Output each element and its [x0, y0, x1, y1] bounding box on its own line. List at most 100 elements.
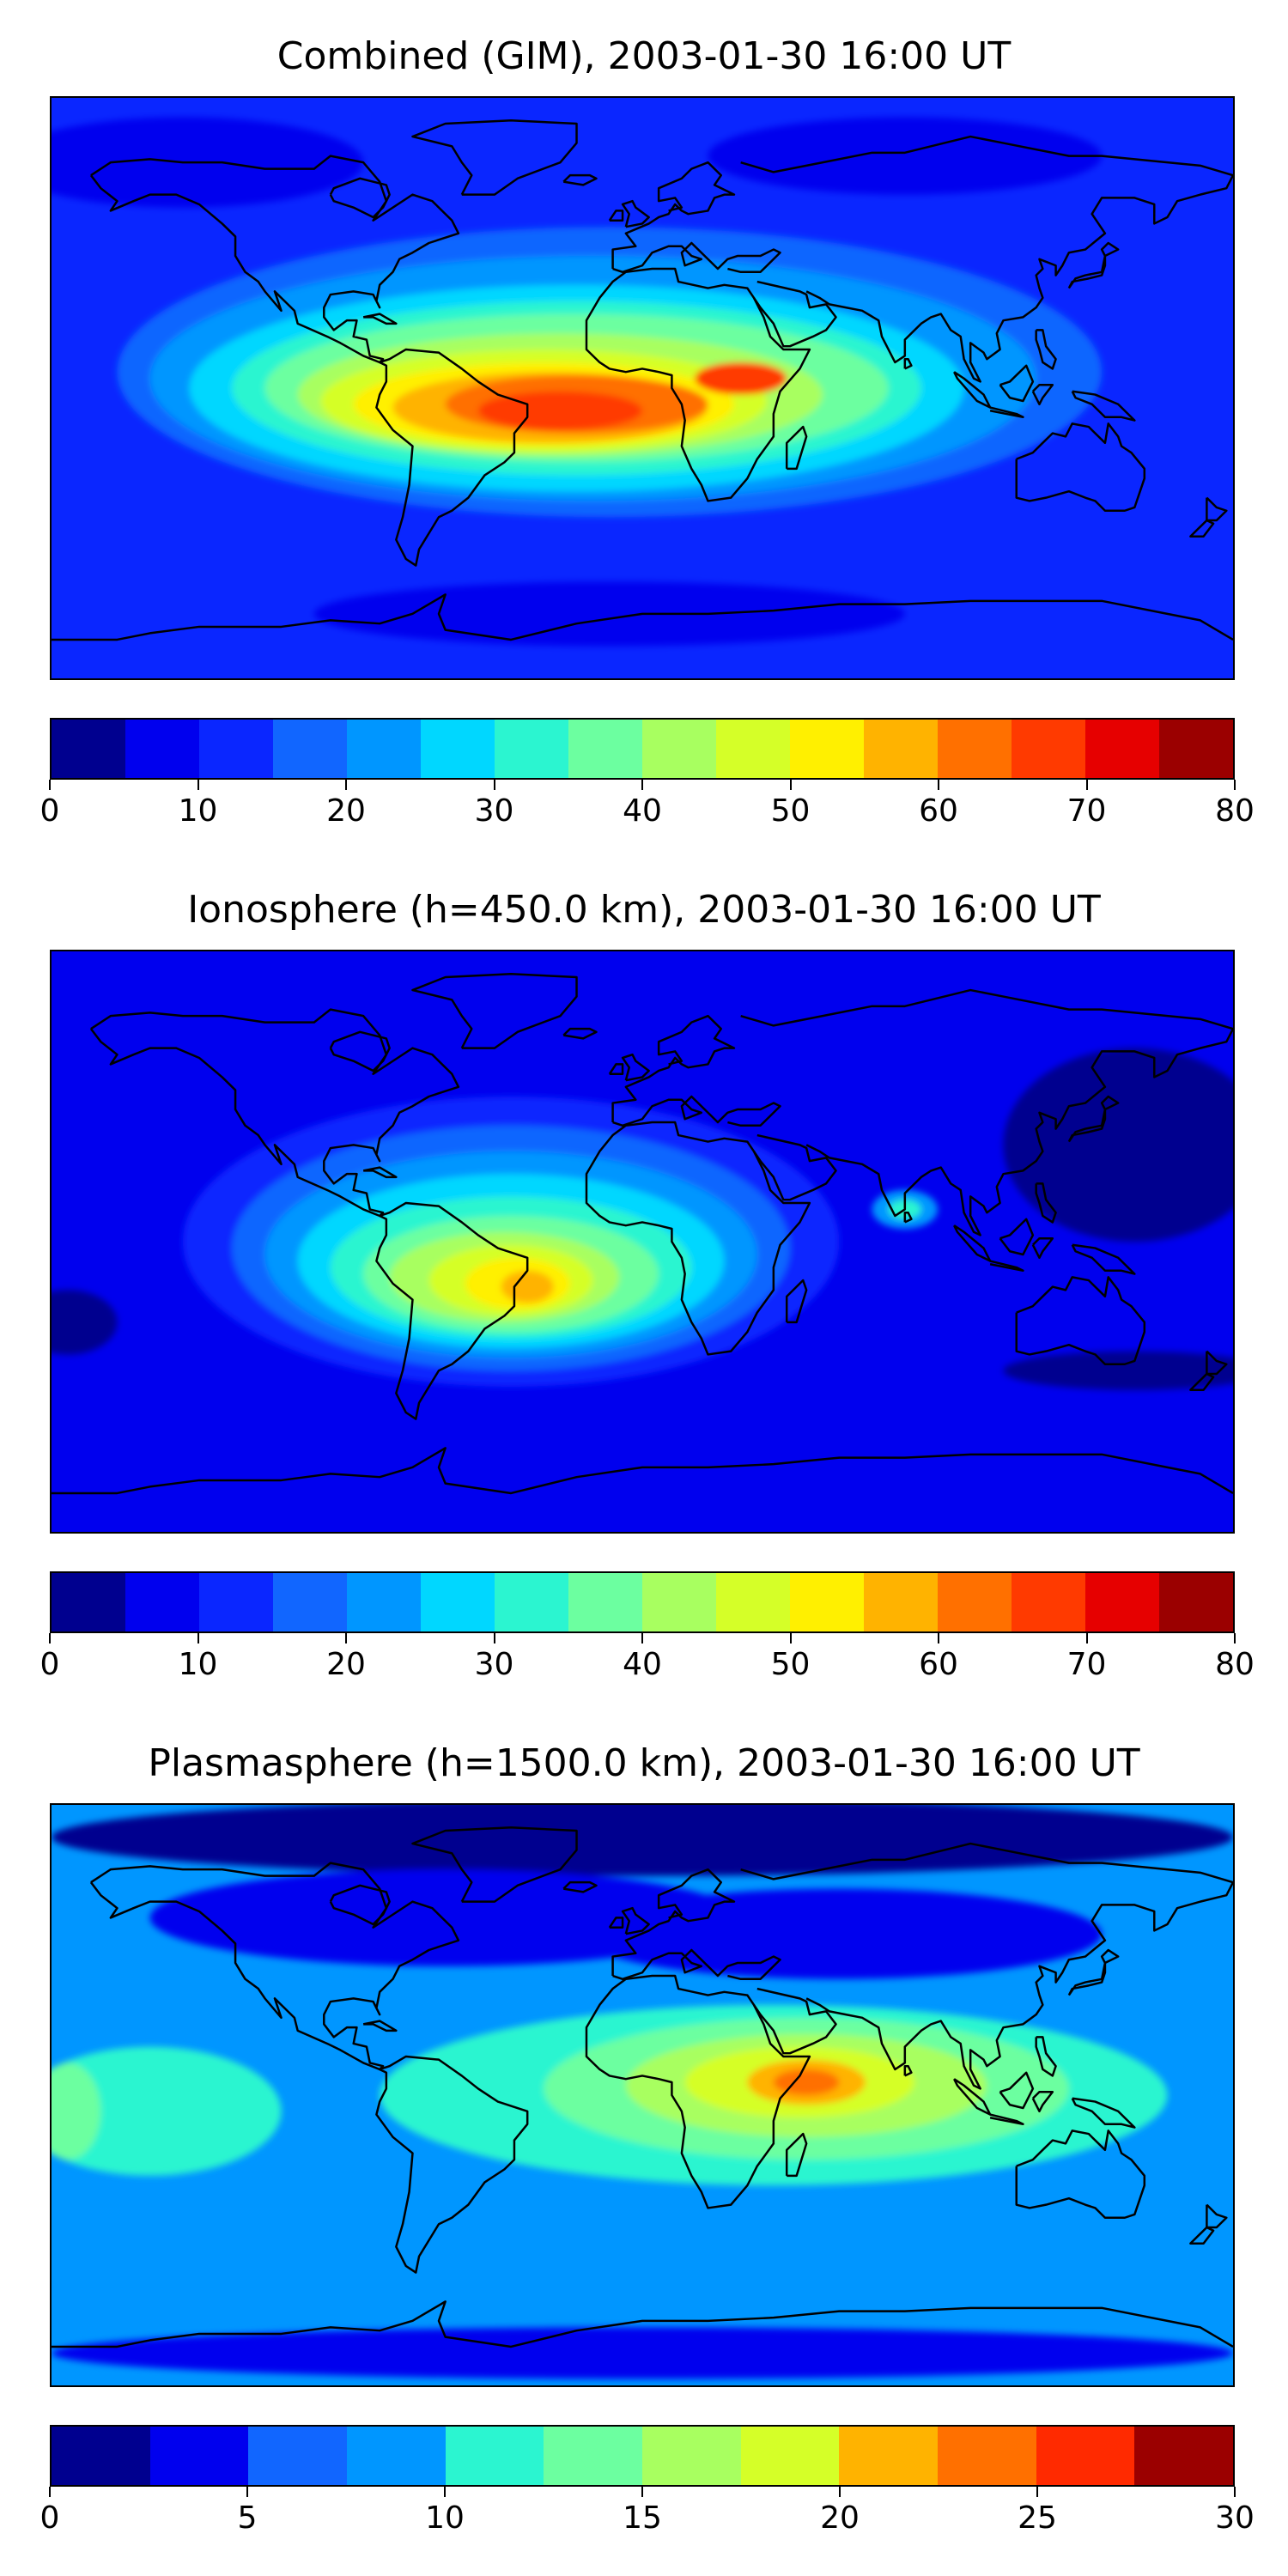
coastline — [989, 1260, 1024, 1273]
coastline — [1035, 1182, 1057, 1224]
contour-region — [52, 2327, 1233, 2379]
colorbar-segment — [938, 1573, 1012, 1631]
colorbar-segment — [544, 2427, 643, 2485]
coastline — [785, 2132, 808, 2178]
colorbar-tick — [1234, 780, 1236, 790]
colorbar-tick — [938, 1633, 939, 1643]
colorbar-tick-label: 0 — [39, 1647, 60, 1682]
colorbar-tick — [345, 1633, 347, 1643]
colorbar-segment — [149, 2427, 249, 2485]
colorbar-tick-label: 20 — [326, 793, 366, 829]
colorbar-tick — [839, 2487, 841, 2497]
coastline — [89, 155, 460, 364]
coastline — [411, 119, 578, 196]
colorbar-tick-label: 60 — [919, 793, 958, 829]
colorbar-tick-label: 30 — [474, 793, 514, 829]
contour-region — [695, 361, 787, 395]
coastline — [608, 1063, 624, 1075]
coastline — [1067, 1948, 1120, 1996]
coastline — [1031, 383, 1054, 406]
coastlines — [52, 973, 1233, 1495]
colorbar-tick — [789, 780, 792, 790]
colorbar-tick — [938, 780, 939, 790]
colorbar-tick-label: 20 — [820, 2500, 860, 2536]
colorbar-tick-label: 0 — [39, 793, 60, 829]
coastline — [562, 1880, 598, 1893]
coastline — [562, 1027, 598, 1040]
colorbar-segment — [790, 720, 864, 778]
colorbar-tick-label: 10 — [425, 2500, 465, 2536]
colorbar-segment — [52, 2427, 150, 2485]
coastline — [362, 1166, 398, 1179]
map-ionosphere — [50, 950, 1235, 1534]
coastline — [1189, 2226, 1215, 2245]
colorbar-segment — [125, 1573, 199, 1631]
colorbar-tick-label: 30 — [1215, 2500, 1255, 2536]
coastline — [611, 161, 736, 270]
colorbar-segment — [642, 2427, 741, 2485]
colorbar-segment — [740, 2427, 840, 2485]
contour-region — [1003, 1351, 1233, 1390]
coastline — [1015, 422, 1146, 512]
coastline — [1067, 1095, 1120, 1143]
coastline — [411, 1826, 578, 1903]
coastline — [1189, 519, 1215, 538]
coastline — [329, 1030, 391, 1072]
coastline — [903, 1211, 913, 1224]
colorbar-segment — [716, 1573, 790, 1631]
colorbar-tick — [641, 2487, 643, 2497]
coastline — [1067, 241, 1120, 289]
colorbar-tick-label: 5 — [237, 2500, 258, 2536]
colorbar-segment — [125, 720, 199, 778]
coastline — [903, 2064, 913, 2077]
colorbar-segment — [642, 720, 716, 778]
colorbar-tick-label: 40 — [623, 793, 662, 829]
colorbar-tick — [444, 2487, 446, 2497]
colorbar-segment — [199, 1573, 273, 1631]
colorbar-tick-label: 15 — [623, 2500, 662, 2536]
coastlines — [52, 119, 1233, 641]
panel-title: Combined (GIM), 2003-01-30 16:00 UT — [276, 34, 1012, 78]
coastline — [329, 177, 391, 219]
colorbar-tick-label: 10 — [178, 793, 218, 829]
coastline — [1206, 2203, 1228, 2229]
coastline — [621, 199, 650, 228]
coastline — [740, 988, 1233, 1236]
colorbar-plasmasphere — [50, 2425, 1235, 2487]
colorbar-tick-label: 50 — [770, 1647, 811, 1682]
coastline — [562, 173, 598, 186]
colorbar-segment — [790, 1573, 864, 1631]
coastline — [999, 1218, 1035, 1256]
coastline — [1071, 2097, 1136, 2129]
colorbar-tick — [49, 1633, 51, 1643]
colorbar-tick-label: 20 — [326, 1647, 366, 1682]
colorbar-segment — [347, 720, 421, 778]
colorbar-segment — [864, 720, 938, 778]
coastline — [752, 1133, 837, 1201]
colorbar-tick — [197, 780, 199, 790]
colorbar-segment — [839, 2427, 939, 2485]
contour-region — [52, 1805, 1233, 1876]
contour-region — [52, 1290, 118, 1355]
colorbar-tick — [641, 1633, 643, 1643]
colorbar-segment — [1085, 720, 1159, 778]
colorbar-tick — [1036, 2487, 1038, 2497]
coastline — [903, 357, 913, 370]
colorbar-segment — [568, 1573, 642, 1631]
coastline — [375, 2055, 529, 2274]
colorbar-tick — [493, 780, 495, 790]
coastline — [999, 2071, 1035, 2110]
colorbar-tick — [246, 2487, 248, 2497]
colorbar-segment — [938, 2427, 1036, 2485]
coastline — [608, 210, 624, 222]
coastline — [585, 1974, 811, 2209]
colorbar-segment — [52, 720, 125, 778]
colorbar-segment — [1036, 2427, 1135, 2485]
coastline — [740, 1842, 1233, 2090]
contour-region — [313, 581, 905, 647]
colorbar-segment — [421, 720, 495, 778]
coastline — [1189, 1372, 1215, 1392]
contour-region — [576, 1888, 1103, 1979]
coastline — [785, 1279, 808, 1324]
colorbar-segment — [421, 1573, 495, 1631]
